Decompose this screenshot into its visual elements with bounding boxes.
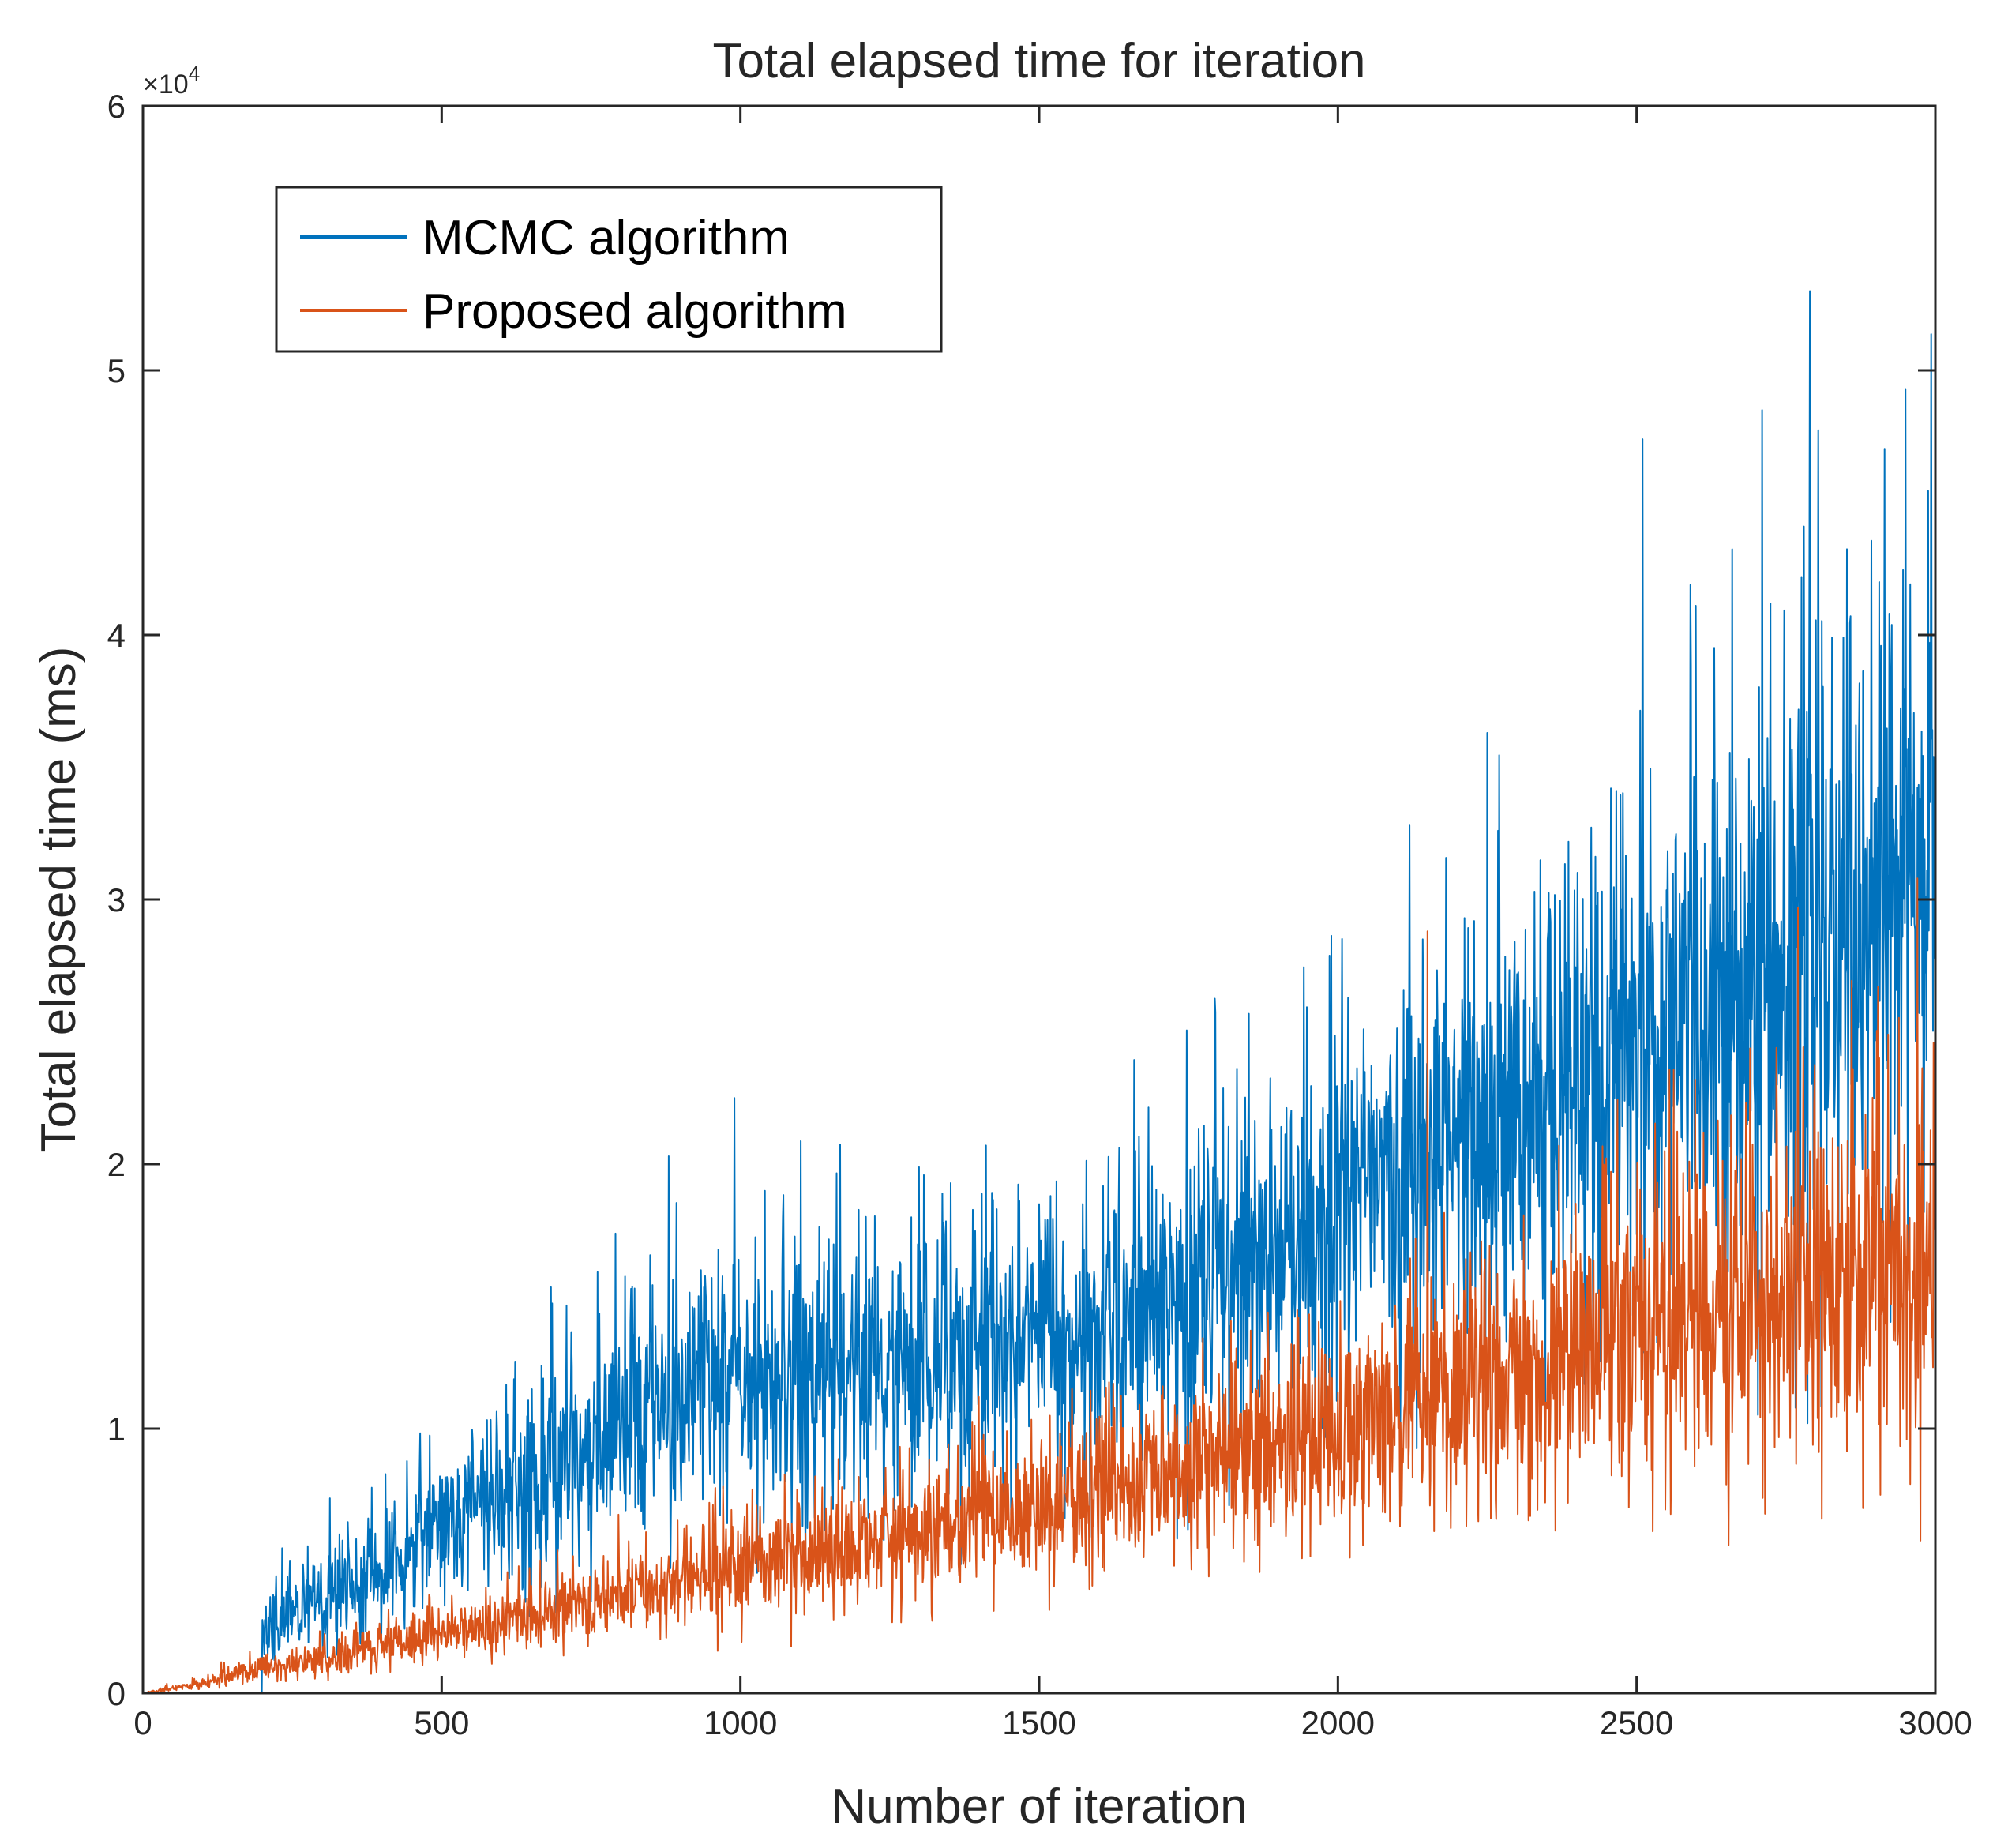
y-exponent-power: 4	[189, 62, 200, 85]
legend-label-proposed: Proposed algorithm	[422, 284, 847, 339]
y-tick-label: 2	[107, 1146, 126, 1183]
x-tick-label: 2500	[1600, 1704, 1673, 1741]
legend-label-mcmc: MCMC algorithm	[422, 211, 790, 265]
legend: MCMC algorithm Proposed algorithm	[275, 186, 943, 353]
x-tick-label: 3000	[1898, 1704, 1972, 1741]
y-tick-label: 6	[107, 88, 126, 125]
y-tick-label: 5	[107, 352, 126, 389]
y-exponent-base: ×10	[143, 69, 189, 100]
legend-box	[275, 186, 943, 353]
y-axis-title: Total elapsed time (ms)	[32, 647, 86, 1153]
x-tick-label: 500	[414, 1704, 469, 1741]
x-tick-label: 0	[133, 1704, 152, 1741]
x-tick-label: 1000	[704, 1704, 777, 1741]
chart-title: Total elapsed time for iteration	[712, 34, 1365, 88]
x-tick-label: 1500	[1002, 1704, 1075, 1741]
ticks-layer: 0 500 1000 1500 2000 2500 3000 0 1 2 3 4 5 6	[107, 88, 1972, 1741]
x-axis-title: Number of iteration	[831, 1779, 1247, 1834]
plot-area	[143, 106, 1935, 1693]
y-tick-label: 0	[107, 1675, 126, 1712]
series-line-proposed	[143, 877, 1936, 1694]
y-axis-exponent: ×104	[143, 62, 200, 100]
y-tick-label: 1	[107, 1410, 126, 1448]
y-tick-label: 3	[107, 881, 126, 918]
series-layer	[143, 290, 1936, 1694]
y-tick-label: 4	[107, 617, 126, 654]
x-tick-label: 2000	[1301, 1704, 1375, 1741]
